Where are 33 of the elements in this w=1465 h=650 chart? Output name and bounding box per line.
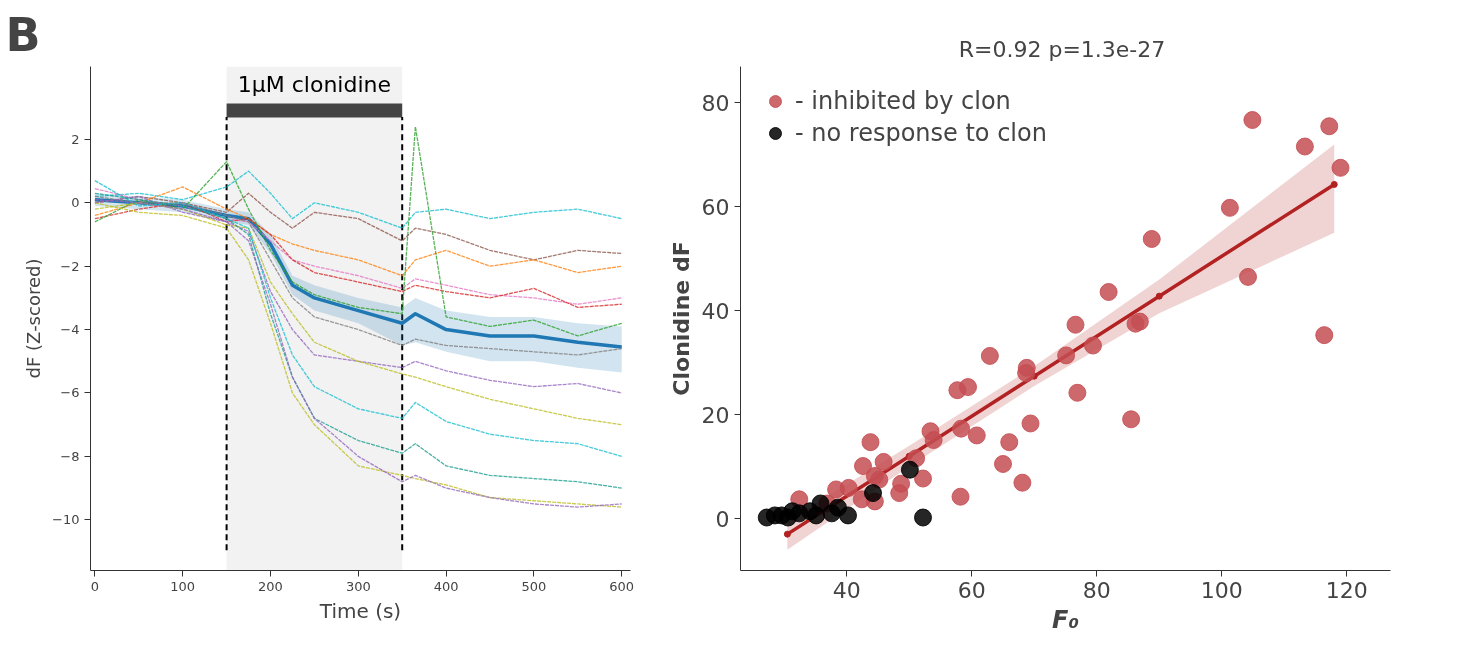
legend-label: - inhibited by clon [795, 87, 1011, 115]
y-tick-label: 60 [701, 194, 730, 220]
x-tick-label: 200 [258, 578, 283, 594]
y-tick-label: −4 [60, 322, 80, 338]
x-tick-label: 80 [1082, 577, 1111, 603]
x-axis-title: F₀ [1052, 605, 1080, 634]
x-tick-label: 300 [345, 578, 371, 594]
y-tick-label: 20 [701, 402, 730, 428]
x-tick-label: 120 [1325, 577, 1368, 603]
x-tick-label: 400 [433, 578, 459, 594]
y-tick-label: 2 [71, 131, 80, 147]
x-tick-label: 500 [521, 578, 547, 594]
x-tick-label: 0 [90, 578, 100, 594]
band-label: 1μM clonidine [237, 71, 392, 97]
y-axis-title: Clonidine dF [668, 241, 694, 396]
legend-label: - no response to clon [795, 119, 1047, 147]
x-tick-label: 100 [170, 578, 196, 594]
chart-title: R=0.92 p=1.3e-27 [958, 36, 1166, 62]
x-tick-label: 60 [957, 577, 986, 603]
x-tick-label: 600 [609, 578, 635, 594]
x-axis-title: Time (s) [318, 598, 402, 623]
text: B [5, 7, 41, 62]
x-tick-label: 40 [832, 577, 861, 603]
y-tick-label: −2 [60, 258, 80, 274]
x-tick-label: 100 [1200, 577, 1243, 603]
y-tick-label: 0 [715, 506, 730, 532]
y-tick-label: 80 [701, 90, 730, 116]
y-tick-label: 0 [71, 195, 80, 211]
y-tick-label: 40 [701, 298, 730, 324]
y-axis-title: dF (Z-scored) [23, 258, 45, 379]
y-tick-label: −8 [60, 448, 80, 464]
y-tick-label: −10 [52, 512, 80, 528]
y-tick-label: −6 [60, 385, 80, 401]
